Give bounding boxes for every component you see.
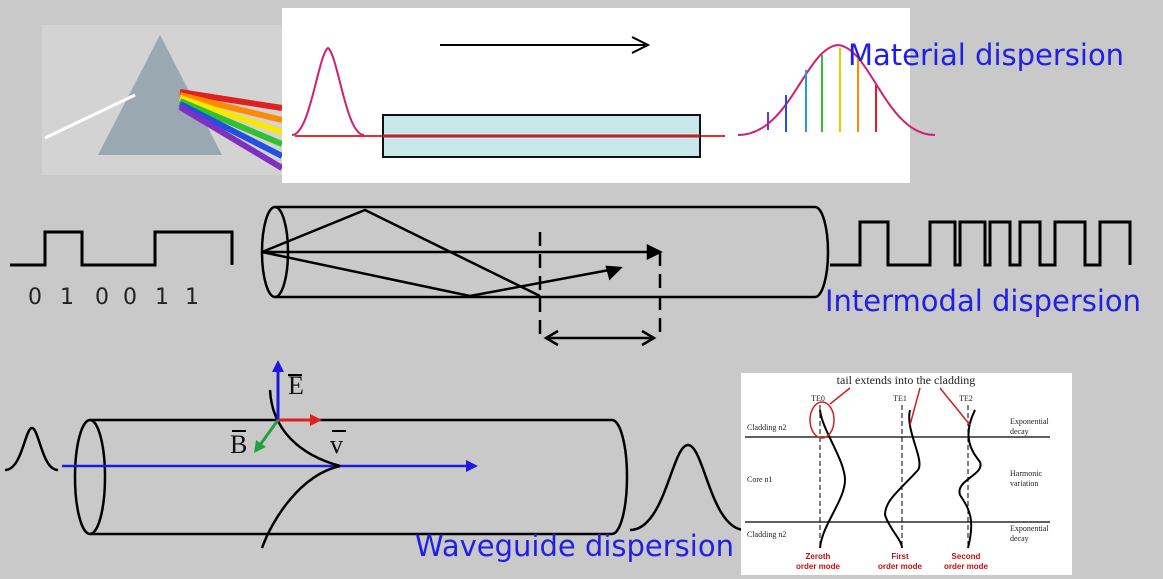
output-pulse <box>737 43 936 136</box>
delay-arrow-head <box>641 329 657 347</box>
spectrum <box>178 89 284 171</box>
b-vector <box>258 419 280 446</box>
bit-label: 1 <box>155 285 169 310</box>
layer-label: Cladding n2 <box>747 423 786 432</box>
waveguide-label: Waveguide dispersion <box>415 529 734 563</box>
input-pulse <box>4 426 59 472</box>
e-label: E <box>288 371 304 400</box>
bit-label: 1 <box>60 285 74 310</box>
b-head <box>254 440 266 453</box>
input-pulse <box>291 46 365 136</box>
b-label: B <box>230 430 247 459</box>
spectral-lines <box>767 48 877 132</box>
bit-label: 0 <box>28 285 42 310</box>
mode-profile <box>260 389 341 549</box>
bit-label: 1 <box>185 285 199 310</box>
note-label: Harmonic <box>1010 469 1042 478</box>
bit-label: 0 <box>123 285 137 310</box>
inset-title: tail extends into the cladding <box>837 373 976 387</box>
propagation-head <box>466 460 478 472</box>
mode-caption: order mode <box>878 562 923 571</box>
waveguide-cylinder <box>90 418 629 536</box>
inset-mode-curves <box>819 409 982 549</box>
prism <box>98 35 222 155</box>
light-ray <box>44 93 136 140</box>
mode-label: TE1 <box>893 394 907 403</box>
waveguide-end <box>73 418 107 536</box>
output-bits <box>830 220 1132 267</box>
note-label: variation <box>1010 479 1038 488</box>
arrow-head <box>631 36 651 54</box>
note-label: decay <box>1010 427 1029 436</box>
layer-label: Core n1 <box>747 475 773 484</box>
output-pulse <box>629 443 746 532</box>
note-label: Exponential <box>1010 417 1049 426</box>
layer-label: Cladding n2 <box>747 530 786 539</box>
note-label: decay <box>1010 534 1029 543</box>
mode-caption: First <box>891 552 909 561</box>
inset-highlight <box>809 401 835 439</box>
mode-label: TE2 <box>959 394 973 403</box>
mode-label: TE0 <box>811 394 825 403</box>
vector-arrows <box>232 374 346 432</box>
e-head <box>272 360 284 372</box>
intermodal-label: Intermodal dispersion <box>825 284 1141 318</box>
delay-arrow-head <box>543 329 559 347</box>
inset-panel <box>741 373 1072 575</box>
mode-caption: order mode <box>944 562 989 571</box>
inset-pointers <box>829 387 971 426</box>
dashed-markers <box>538 232 662 340</box>
v-head <box>310 414 322 426</box>
rays <box>261 208 663 298</box>
mode-caption: Zeroth <box>806 552 831 561</box>
mode-caption: order mode <box>796 562 841 571</box>
v-label: v <box>330 430 343 459</box>
fiber-cylinder <box>275 205 830 299</box>
material-label: Material dispersion <box>848 38 1124 72</box>
inset-boundaries <box>745 436 1050 523</box>
mode-caption: Second <box>952 552 981 561</box>
note-label: Exponential <box>1010 524 1049 533</box>
bit-label: 0 <box>95 285 109 310</box>
input-bits <box>10 230 234 267</box>
